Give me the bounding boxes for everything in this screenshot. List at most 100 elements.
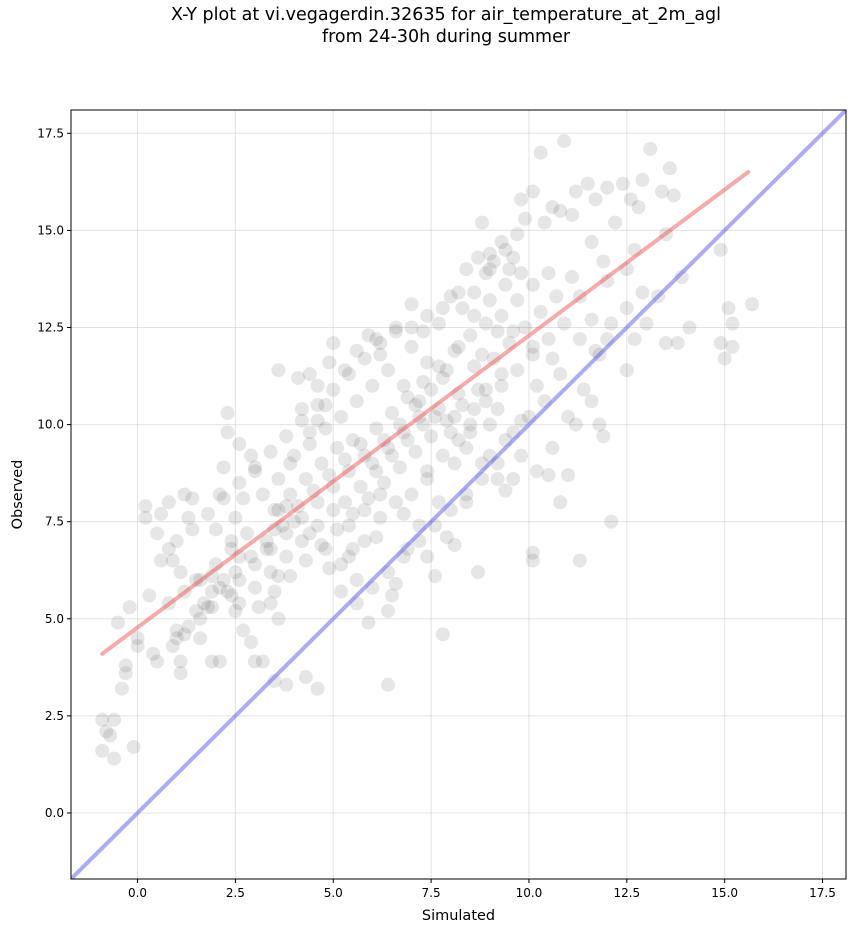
data-point [107, 751, 122, 766]
data-point [565, 270, 580, 285]
chart-title-line-1: X-Y plot at vi.vegagerdin.32635 for air_… [170, 5, 722, 25]
data-point [565, 207, 580, 222]
data-point [216, 572, 231, 587]
x-tick-label: 2.5 [226, 886, 245, 900]
data-point [498, 242, 513, 257]
data-point [302, 367, 317, 382]
x-tick-label: 10.0 [516, 886, 543, 900]
data-point [150, 654, 165, 669]
data-point [212, 580, 227, 595]
data-point [294, 510, 309, 525]
data-point [244, 549, 259, 564]
y-tick-label: 15.0 [37, 223, 64, 237]
data-point [439, 413, 454, 428]
data-point [400, 390, 415, 405]
data-point [181, 510, 196, 525]
data-point [416, 324, 431, 339]
data-point [447, 409, 462, 424]
data-point [216, 460, 231, 475]
data-point [533, 304, 548, 319]
data-point [537, 215, 552, 230]
data-point [463, 328, 478, 343]
data-point [377, 475, 392, 490]
data-point [259, 534, 274, 549]
x-tick-label: 7.5 [422, 886, 441, 900]
data-point [545, 440, 560, 455]
data-point [283, 456, 298, 471]
data-point [568, 184, 583, 199]
data-point [471, 382, 486, 397]
data-point [161, 541, 176, 556]
data-point [287, 448, 302, 463]
data-point [404, 320, 419, 335]
data-point [228, 565, 243, 580]
data-point [263, 565, 278, 580]
data-point [154, 553, 169, 568]
data-point [420, 549, 435, 564]
data-point [424, 382, 439, 397]
data-point [310, 413, 325, 428]
data-point [627, 332, 642, 347]
data-point [369, 530, 384, 545]
data-point [392, 460, 407, 475]
data-point [357, 534, 372, 549]
data-point [283, 569, 298, 584]
data-point [369, 421, 384, 436]
data-point [541, 332, 556, 347]
data-point [161, 495, 176, 510]
data-point [490, 402, 505, 417]
data-point [216, 491, 231, 506]
data-point [177, 627, 192, 642]
data-point [381, 363, 396, 378]
data-point [287, 514, 302, 529]
data-point [341, 549, 356, 564]
data-point [416, 374, 431, 389]
data-point [525, 553, 540, 568]
data-point [369, 332, 384, 347]
data-point [486, 254, 501, 269]
data-point [357, 351, 372, 366]
data-point [518, 211, 533, 226]
plot-frame [70, 109, 847, 880]
y-tick-label: 0.0 [45, 806, 64, 820]
data-point [247, 464, 262, 479]
data-point [310, 681, 325, 696]
data-point [490, 471, 505, 486]
data-point [126, 739, 141, 754]
data-point [381, 677, 396, 692]
data-point [247, 654, 262, 669]
data-point [185, 522, 200, 537]
data-point [298, 471, 313, 486]
data-point [662, 161, 677, 176]
data-point [314, 456, 329, 471]
data-point [208, 522, 223, 537]
data-point [725, 339, 740, 354]
data-point [322, 468, 337, 483]
data-point [373, 487, 388, 502]
data-point [185, 491, 200, 506]
x-tick-label: 17.5 [809, 886, 836, 900]
data-point [263, 596, 278, 611]
data-point [474, 215, 489, 230]
data-point [451, 285, 466, 300]
data-point [498, 483, 513, 498]
data-point [279, 677, 294, 692]
data-point [95, 712, 110, 727]
data-point [435, 370, 450, 385]
data-point [334, 409, 349, 424]
data-point [341, 367, 356, 382]
data-point [494, 235, 509, 250]
data-point [404, 339, 419, 354]
data-point [506, 250, 521, 265]
data-point [353, 479, 368, 494]
data-point [232, 596, 247, 611]
data-point [510, 293, 525, 308]
data-point [220, 425, 235, 440]
data-point [220, 405, 235, 420]
data-point [138, 510, 153, 525]
data-point [353, 437, 368, 452]
data-point [165, 638, 180, 653]
data-point [138, 499, 153, 514]
